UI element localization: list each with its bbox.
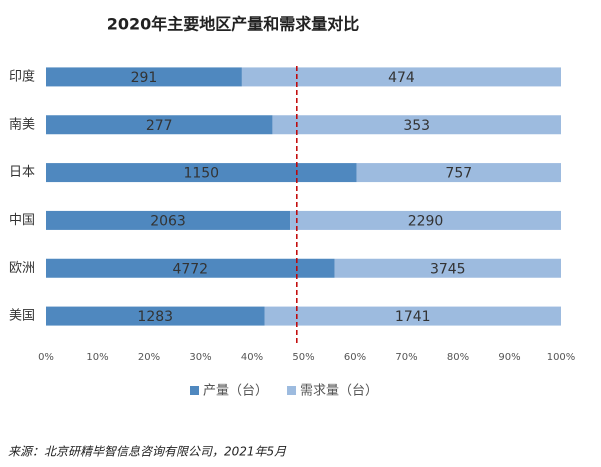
value-label: 2063 bbox=[150, 213, 186, 229]
bar-segment bbox=[334, 258, 561, 278]
bar-segment bbox=[46, 258, 335, 278]
x-tick-label: 50% bbox=[292, 352, 314, 363]
category-label: 南美 bbox=[9, 116, 35, 132]
bar-segment bbox=[46, 67, 242, 87]
category-label: 美国 bbox=[9, 309, 35, 324]
x-tick-label: 0% bbox=[38, 352, 54, 363]
category-label: 欧洲 bbox=[9, 261, 35, 276]
value-label: 291 bbox=[131, 70, 158, 86]
value-label: 1283 bbox=[137, 309, 173, 325]
bar-segment bbox=[356, 163, 561, 183]
x-tick-label: 60% bbox=[344, 352, 366, 363]
bar-segment bbox=[264, 306, 561, 326]
legend-swatch bbox=[287, 386, 297, 395]
x-tick-label: 20% bbox=[138, 352, 160, 363]
bar-segment bbox=[290, 210, 561, 230]
x-tick-label: 30% bbox=[189, 352, 211, 363]
legend-label: 需求量（台） bbox=[300, 384, 378, 399]
value-label: 277 bbox=[146, 118, 173, 134]
value-label: 353 bbox=[403, 118, 430, 134]
value-label: 474 bbox=[388, 70, 415, 86]
bar-segment bbox=[46, 210, 291, 230]
bar-segment bbox=[46, 163, 357, 183]
x-tick-label: 40% bbox=[241, 352, 263, 363]
value-label: 3745 bbox=[430, 261, 466, 277]
category-label: 印度 bbox=[9, 68, 35, 84]
value-label: 1741 bbox=[395, 309, 431, 325]
value-label: 1150 bbox=[183, 166, 219, 182]
bar-segment bbox=[272, 115, 561, 135]
x-tick-label: 80% bbox=[447, 352, 469, 363]
legend-label: 产量（台） bbox=[203, 384, 268, 399]
bar-segment bbox=[241, 67, 561, 87]
legend-swatch bbox=[190, 386, 199, 395]
value-label: 4772 bbox=[172, 261, 208, 277]
x-tick-label: 90% bbox=[498, 352, 520, 363]
x-tick-label: 10% bbox=[86, 352, 108, 363]
value-label: 2290 bbox=[408, 213, 444, 229]
x-tick-label: 100% bbox=[547, 352, 576, 363]
chart-title: 2020年主要地区产量和需求量对比 bbox=[107, 15, 360, 34]
x-tick-label: 70% bbox=[395, 352, 417, 363]
category-label: 中国 bbox=[9, 213, 35, 228]
value-label: 757 bbox=[445, 166, 472, 182]
bar-segment bbox=[46, 306, 265, 326]
category-label: 日本 bbox=[9, 165, 35, 180]
bar-segment bbox=[46, 115, 273, 135]
source-note: 来源：北京研精毕智信息咨询有限公司，2021年5月 bbox=[8, 445, 287, 459]
